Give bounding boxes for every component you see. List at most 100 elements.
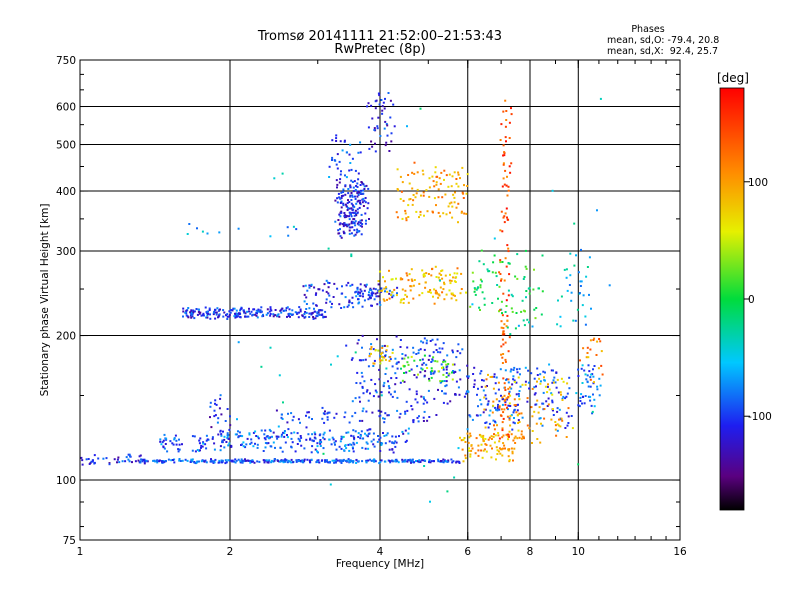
echo-point xyxy=(237,312,240,315)
echo-point xyxy=(376,127,379,130)
echo-point xyxy=(260,429,263,432)
echo-point xyxy=(178,448,181,451)
echo-point xyxy=(290,437,293,440)
echo-point xyxy=(506,319,509,322)
echo-point xyxy=(262,313,264,316)
echo-point xyxy=(408,198,411,201)
echo-point xyxy=(372,438,375,441)
echo-point xyxy=(341,149,344,152)
echo-point xyxy=(348,215,350,218)
echo-point xyxy=(124,460,127,463)
echo-point xyxy=(214,317,217,320)
echo-point xyxy=(182,315,184,318)
echo-point xyxy=(496,424,498,427)
echo-point xyxy=(249,443,252,445)
echo-point xyxy=(211,437,214,440)
echo-point xyxy=(356,182,359,185)
echo-point xyxy=(505,325,508,328)
echo-point xyxy=(335,412,338,415)
echo-point xyxy=(495,376,498,379)
echo-point xyxy=(235,315,238,318)
echo-point xyxy=(348,169,351,172)
y-tick-label: 750 xyxy=(56,55,76,67)
echo-point xyxy=(345,215,348,218)
echo-point xyxy=(342,230,345,233)
echo-point xyxy=(323,438,326,441)
echo-point xyxy=(355,459,358,461)
echo-point xyxy=(271,435,273,438)
echo-point xyxy=(505,110,508,112)
echo-point xyxy=(384,120,387,123)
echo-point xyxy=(205,439,208,442)
echo-point xyxy=(531,430,534,432)
echo-point xyxy=(193,435,196,438)
echo-point xyxy=(586,352,589,354)
echo-point xyxy=(528,387,531,390)
echo-point xyxy=(365,283,368,286)
echo-point xyxy=(389,116,392,119)
echo-point xyxy=(279,309,282,312)
echo-point xyxy=(357,151,360,154)
echo-point xyxy=(381,109,384,112)
echo-point xyxy=(349,443,351,446)
echo-point xyxy=(491,271,494,274)
echo-point xyxy=(297,437,300,440)
echo-point xyxy=(480,249,483,252)
echo-point xyxy=(352,435,355,438)
echo-point xyxy=(480,443,483,446)
echo-point xyxy=(362,292,364,295)
echo-point xyxy=(404,289,407,292)
echo-point xyxy=(362,192,365,195)
echo-point xyxy=(592,368,594,371)
echo-point xyxy=(577,368,580,371)
echo-point xyxy=(437,370,440,373)
echo-point xyxy=(445,372,448,374)
echo-point xyxy=(203,460,206,463)
echo-point xyxy=(402,302,405,304)
echo-point xyxy=(508,262,511,265)
echo-point xyxy=(358,419,361,422)
echo-point xyxy=(305,296,308,299)
echo-point xyxy=(476,393,478,396)
echo-point xyxy=(93,454,96,457)
echo-point xyxy=(386,414,389,417)
echo-point xyxy=(336,183,339,186)
echo-point xyxy=(441,196,444,199)
echo-point xyxy=(331,139,334,142)
echo-point xyxy=(218,407,221,410)
echo-point xyxy=(234,461,237,464)
echo-point xyxy=(500,210,503,213)
echo-point xyxy=(361,223,364,225)
echo-point xyxy=(589,376,592,379)
echo-point xyxy=(540,313,543,316)
echo-point xyxy=(371,411,374,414)
echo-point xyxy=(282,401,284,404)
echo-point xyxy=(385,367,388,370)
echo-point xyxy=(422,459,425,462)
echo-point xyxy=(387,459,390,462)
echo-point xyxy=(552,369,554,372)
echo-point xyxy=(381,346,384,349)
echo-point xyxy=(600,364,603,367)
echo-point xyxy=(342,225,345,228)
echo-point xyxy=(221,439,224,442)
echo-point xyxy=(345,224,348,227)
echo-point xyxy=(314,448,317,451)
echo-point xyxy=(419,371,422,374)
echo-point xyxy=(349,195,352,198)
echo-point xyxy=(399,175,402,178)
echo-point xyxy=(229,311,232,314)
echo-point xyxy=(449,400,452,403)
echo-point xyxy=(250,310,253,313)
echo-point xyxy=(173,437,176,440)
echo-point xyxy=(495,408,497,411)
echo-point xyxy=(415,192,418,195)
echo-point xyxy=(231,459,234,462)
echo-point xyxy=(500,279,502,282)
echo-point xyxy=(407,174,410,176)
echo-point xyxy=(599,340,602,343)
echo-point xyxy=(513,366,516,369)
echo-point xyxy=(566,382,569,385)
echo-point xyxy=(437,196,440,199)
echo-point xyxy=(424,399,427,402)
